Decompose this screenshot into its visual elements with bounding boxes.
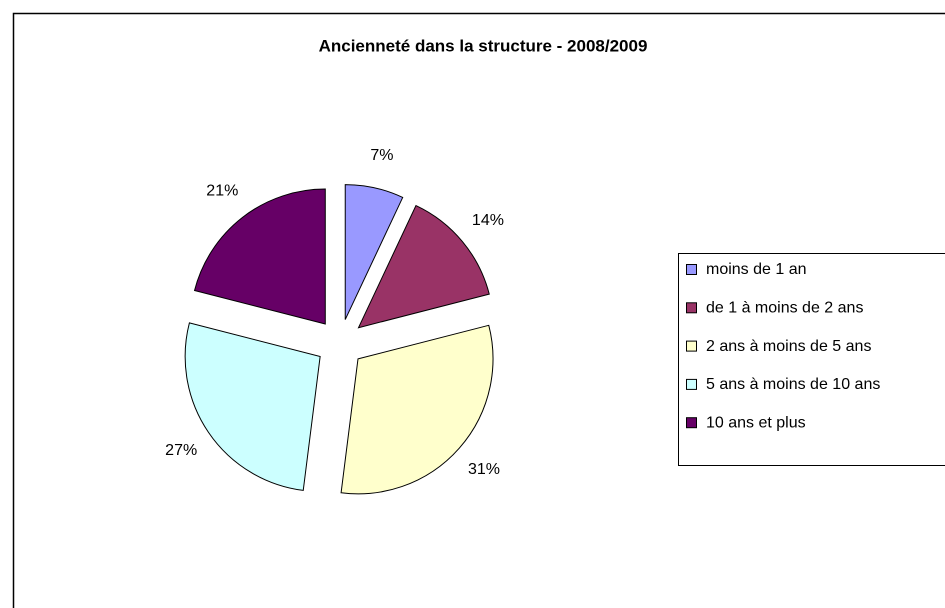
pie-slice	[340, 324, 494, 495]
pie-slice	[357, 204, 490, 329]
legend-swatch	[686, 417, 697, 429]
legend-label: 2 ans à moins de 5 ans	[706, 338, 871, 355]
legend-swatch	[686, 264, 697, 275]
legend-label: 10 ans et plus	[706, 414, 806, 431]
chart-title: Ancienneté dans la structure - 2008/2009	[319, 36, 648, 55]
legend-label: 5 ans à moins de 10 ans	[706, 376, 880, 393]
data-label: 21%	[206, 183, 238, 200]
pie-slice	[184, 322, 321, 491]
data-label: 14%	[472, 212, 504, 229]
legend-label: de 1 à moins de 2 ans	[706, 300, 863, 317]
chart-border	[12, 12, 945, 608]
legend-swatch	[686, 378, 697, 390]
legend-swatch	[686, 302, 697, 314]
data-label: 31%	[468, 461, 500, 478]
legend-box	[678, 253, 945, 466]
pie-slice	[193, 188, 326, 325]
legend-label: moins de 1 an	[706, 261, 807, 278]
data-label: 7%	[370, 147, 393, 164]
pie-slice	[344, 184, 404, 320]
legend-swatch	[686, 340, 697, 352]
data-label: 27%	[165, 442, 197, 459]
